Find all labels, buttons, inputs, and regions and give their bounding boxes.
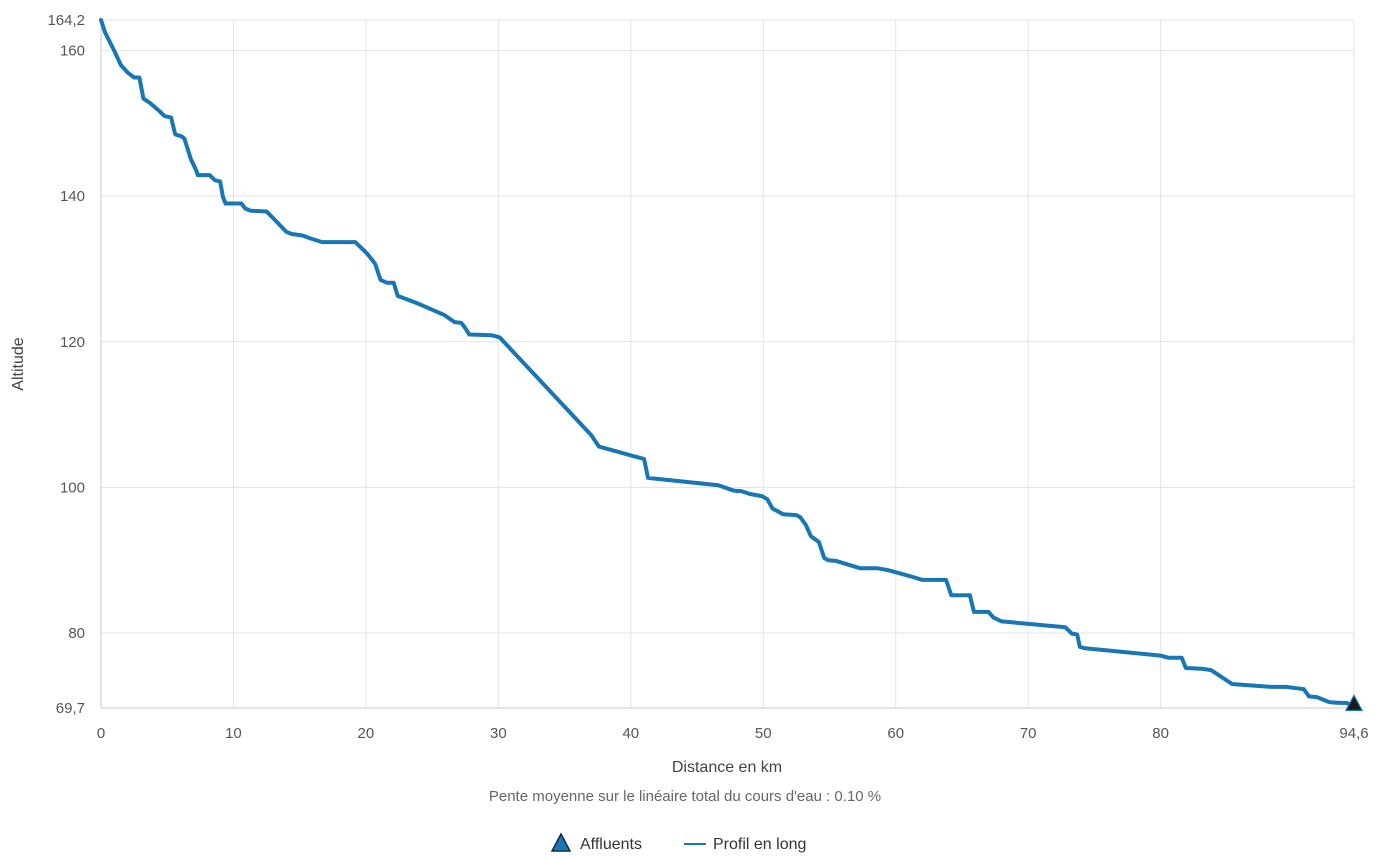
- x-tick-label: 20: [358, 725, 375, 742]
- legend-item-affluents[interactable]: Affluents: [550, 832, 642, 853]
- series-layer: [99, 18, 1356, 708]
- x-axis-title: Distance en km: [672, 759, 782, 776]
- triangle-icon: [550, 832, 572, 852]
- x-tick-label: 10: [225, 725, 242, 742]
- y-tick-label: 140: [60, 188, 85, 205]
- x-tick-label: 50: [755, 725, 772, 742]
- affluent-marker[interactable]: [1345, 694, 1363, 711]
- y-tick-label: 164,2: [47, 12, 85, 29]
- y-tick-label: 80: [68, 625, 85, 642]
- legend-item-profil[interactable]: Profil en long: [684, 836, 806, 853]
- y-tick-label: 160: [60, 43, 85, 60]
- legend[interactable]: Affluents Profil en long: [550, 832, 806, 853]
- axis-layer: 0 10 20 30 40 50 60 70 80 94,6 69,7 80 100 120 140 160 1…: [47, 12, 1368, 742]
- x-tick-label: 30: [490, 725, 507, 742]
- legend-label-affluents: Affluents: [580, 836, 642, 853]
- x-tick-label: 70: [1020, 725, 1037, 742]
- legend-label-profil: Profil en long: [713, 836, 806, 853]
- x-tick-label: 0: [97, 725, 105, 742]
- chart-subtitle: Pente moyenne sur le linéaire total du c…: [489, 788, 881, 805]
- series-profil-en-long-line[interactable]: [99, 18, 1356, 708]
- marker-layer: [1345, 694, 1363, 711]
- x-tick-label: 94,6: [1339, 725, 1368, 742]
- y-axis-title: Altitude: [10, 337, 27, 390]
- y-tick-label: 120: [60, 334, 85, 351]
- grid-layer: [100, 19, 1355, 709]
- x-tick-label: 60: [887, 725, 904, 742]
- y-tick-label: 100: [60, 479, 85, 496]
- x-tick-label: 40: [622, 725, 639, 742]
- x-tick-label: 80: [1152, 725, 1169, 742]
- y-tick-label: 69,7: [56, 700, 85, 717]
